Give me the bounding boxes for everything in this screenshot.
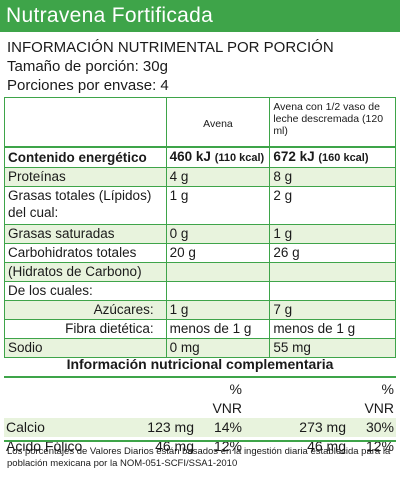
table-row: Fibra dietética: menos de 1 g menos de 1…: [4, 318, 396, 339]
row-value-1: 20 g: [165, 242, 271, 263]
row-value-2: [269, 280, 396, 301]
row-value-2: 26 g: [269, 242, 396, 263]
nutrition-title: INFORMACIÓN NUTRIMENTAL POR PORCIÓN: [7, 39, 334, 56]
table-row: Calcio 123 mg 14% 273 mg 30%: [4, 418, 396, 437]
row-label: Contenido energético: [4, 145, 167, 168]
nutrition-header: INFORMACIÓN NUTRIMENTAL POR PORCIÓN Tama…: [7, 38, 395, 95]
table-row: Grasas saturadas 0 g 1 g: [4, 223, 396, 244]
row-value-1: [165, 261, 271, 282]
amount-1: 123 mg: [114, 418, 196, 437]
divider: [4, 440, 396, 442]
nutrition-table: Avena Avena con 1/2 vaso de leche descre…: [4, 97, 396, 358]
blank-cell: [244, 380, 348, 418]
row-label: Calcio: [4, 418, 114, 437]
row-label: (Hidratos de Carbono): [4, 261, 167, 282]
energy-value-2: 672 kJ (160 kcal): [269, 145, 396, 168]
row-value-2: 8 g: [269, 166, 396, 187]
percent-1: 12%: [213, 438, 242, 454]
percent-2: 12%: [365, 438, 394, 454]
percent-1: 14%: [196, 418, 244, 437]
row-label: Grasas totales (Lípidos) del cual:: [4, 185, 167, 225]
vnr-label-2: % VNR: [364, 381, 394, 416]
vnr-label-1: % VNR: [212, 381, 242, 416]
table-row: (Hidratos de Carbono): [4, 261, 396, 282]
header-blank-cell: [4, 97, 167, 147]
row-value-2: [269, 261, 396, 282]
amount-1: 46 mg: [155, 438, 194, 454]
product-title-banner: Nutravena Fortificada: [0, 0, 400, 32]
row-value-1: menos de 1 g: [165, 318, 271, 339]
row-value-1: 4 g: [165, 166, 271, 187]
row-label: Sodio: [4, 337, 167, 358]
row-value-2: 2 g: [269, 185, 396, 225]
energy-kcal-1: (110 kcal): [214, 151, 265, 164]
row-label: Acido Fólico: [6, 438, 83, 454]
serving-size: Tamaño de porción: 30g: [7, 58, 168, 75]
row-value-2: 7 g: [269, 299, 396, 320]
table-row: De los cuales:: [4, 280, 396, 301]
row-label: De los cuales:: [4, 280, 167, 301]
column-header-row: Avena Avena con 1/2 vaso de leche descre…: [4, 97, 396, 147]
table-row: Sodio 0 mg 55 mg: [4, 337, 396, 358]
divider: [4, 376, 396, 378]
energy-kcal-2: (160 kcal): [318, 151, 369, 164]
row-value-1: [165, 280, 271, 301]
table-row: Proteínas 4 g 8 g: [4, 166, 396, 187]
complementary-title: Información nutricional complementaria: [66, 356, 334, 372]
row-value-2: 55 mg: [269, 337, 396, 358]
blank-cell: [114, 380, 196, 418]
vnr-header-row: % VNR % VNR: [4, 380, 396, 418]
row-value-1: 1 g: [165, 299, 271, 320]
complementary-table: % VNR % VNR Calcio 123 mg 14% 273 mg 30%…: [4, 380, 396, 456]
energy-row: Contenido energético 460 kJ (110 kcal) 6…: [4, 145, 396, 168]
blank-cell: [4, 380, 114, 418]
row-label: Grasas saturadas: [4, 223, 167, 244]
amount-2: 273 mg: [244, 418, 348, 437]
energy-kj-2: 672 kJ: [273, 148, 315, 164]
row-label: Fibra dietética:: [4, 318, 167, 339]
row-value-1: 0 g: [165, 223, 271, 244]
row-label: Proteínas: [4, 166, 167, 187]
servings-per-pack: Porciones por envase: 4: [7, 77, 169, 94]
table-row: Azúcares: 1 g 7 g: [4, 299, 396, 320]
column-header-avena: Avena: [165, 97, 271, 147]
percent-2: 30%: [348, 418, 396, 437]
row-value-2: menos de 1 g: [269, 318, 396, 339]
footnote: Los porcentajes de Valores Diarios están…: [7, 446, 391, 469]
table-row: Grasas totales (Lípidos) del cual: 1 g 2…: [4, 185, 396, 225]
row-label: Azúcares:: [4, 299, 167, 320]
row-label: Carbohidratos totales: [4, 242, 167, 263]
row-value-2: 1 g: [269, 223, 396, 244]
table-row: Acido Fólico 46 mg 12% 46 mg 12%: [4, 437, 396, 456]
column-header-avena-leche: Avena con 1/2 vaso de leche descremada (…: [269, 97, 396, 147]
energy-kj-1: 460 kJ: [169, 148, 211, 164]
row-value-1: 0 mg: [165, 337, 271, 358]
amount-2: 46 mg: [307, 438, 346, 454]
table-row: Carbohidratos totales 20 g 26 g: [4, 242, 396, 263]
row-value-1: 1 g: [165, 185, 271, 225]
energy-value-1: 460 kJ (110 kcal): [165, 145, 271, 168]
